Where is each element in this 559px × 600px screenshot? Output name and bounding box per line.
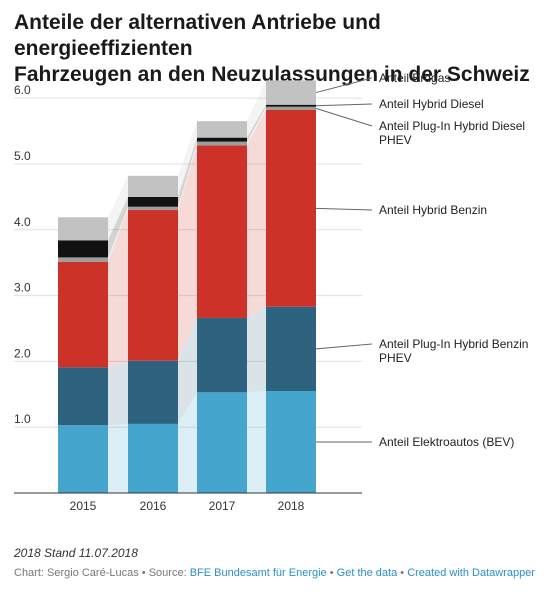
connector-2016-2017-series-3: [178, 141, 197, 211]
bar-2016-series-5: [128, 175, 178, 197]
legend-label-5-line-0: Anteil Erdgas: [379, 71, 450, 85]
bar-2016-series-2: [128, 210, 178, 361]
bar-2018-series-1: [266, 306, 316, 391]
legend-label-0-line-0: Anteil Elektroautos (BEV): [379, 435, 514, 449]
legend-label-1: Anteil Plug-In Hybrid Benzin PHEV: [379, 337, 528, 365]
source-prefix: Source:: [148, 567, 187, 579]
bar-2017-series-4: [197, 137, 247, 142]
legend-leader-3: [315, 107, 373, 127]
bar-2017-series-3: [197, 141, 247, 146]
bar-2018-series-2: [266, 110, 316, 307]
connector-2017-2018-series-0: [247, 391, 266, 493]
legend-label-3: Anteil Plug-In Hybrid Diesel PHEV: [379, 119, 525, 147]
connector-2016-2017-series-5: [178, 121, 197, 197]
bar-2016-series-0: [128, 423, 178, 493]
legend-label-4: Anteil Hybrid Diesel: [379, 97, 484, 111]
bar-2016-series-3: [128, 206, 178, 211]
connector-2017-2018-series-5: [247, 80, 266, 138]
bar-2015-series-0: [58, 425, 108, 493]
legend-label-5: Anteil Erdgas: [379, 71, 450, 85]
y-tick-label-2.0: 2.0: [14, 346, 31, 360]
footer-separator-1: •: [141, 567, 146, 579]
x-tick-label-2015: 2015: [70, 499, 97, 513]
bar-2015-series-4: [58, 240, 108, 258]
bar-2015-series-5: [58, 217, 108, 241]
legend-label-3-line-1: PHEV: [379, 133, 412, 147]
legend-leader-5: [315, 77, 373, 94]
connector-2017-2018-series-3: [247, 106, 266, 146]
bar-2017-series-5: [197, 121, 247, 138]
connector-2016-2017-series-4: [178, 137, 197, 207]
y-tick-labels: 1.0 2.0 3.0 4.0 5.0 6.0: [14, 83, 31, 426]
y-tick-label-1.0: 1.0: [14, 412, 31, 426]
x-tick-label-2016: 2016: [140, 499, 167, 513]
connector-2017-2018-series-1: [247, 306, 266, 393]
chart-title: Anteile der alternativen Antriebe und en…: [14, 10, 549, 88]
chart-title-line-2: Fahrzeugen an den Neuzulassungen in der …: [14, 63, 530, 86]
credit-text: Chart: Sergio Caré-Lucas: [14, 567, 139, 579]
source-link[interactable]: BFE Bundesamt für Energie: [189, 567, 327, 579]
bar-2015-series-1: [58, 367, 108, 426]
legend-label-2-line-0: Anteil Hybrid Benzin: [379, 203, 487, 217]
connector-2015-2016-series-3: [108, 206, 128, 263]
bar-2018-series-5: [266, 80, 316, 105]
bar-2015-series-2: [58, 262, 108, 368]
stacked-bar-chart: 1.0 2.0 3.0 4.0 5.0 6.0 2015 2016 2017 2018 Ante…: [14, 71, 528, 513]
legend-label-3-line-0: Anteil Plug-In Hybrid Diesel: [379, 119, 525, 133]
bar-2018-series-3: [266, 106, 316, 111]
connector-2016-2017-series-2: [178, 145, 197, 361]
legend-label-1-line-0: Anteil Plug-In Hybrid Benzin: [379, 337, 528, 351]
get-data-link[interactable]: Get the data: [336, 567, 398, 579]
legend-label-0: Anteil Elektroautos (BEV): [379, 435, 514, 449]
legend-leader-1: [315, 343, 373, 350]
connector-2015-2016-series-4: [108, 196, 128, 258]
connector-2015-2016-series-2: [108, 210, 128, 368]
chart-note: 2018 Stand 11.07.2018: [14, 546, 138, 560]
legend: Anteil Elektroautos (BEV) Anteil Plug-In …: [315, 71, 528, 449]
footer-separator-2: •: [329, 567, 334, 579]
legend-label-4-line-0: Anteil Hybrid Diesel: [379, 97, 484, 111]
connector-2015-2016-series-1: [108, 360, 128, 426]
x-tick-labels: 2015 2016 2017 2018: [70, 499, 305, 513]
bar-connectors: [108, 80, 266, 493]
legend-leader-2: [315, 207, 373, 211]
legend-leader-4: [315, 103, 373, 107]
bar-2018-series-0: [266, 391, 316, 493]
legend-label-1-line-1: PHEV: [379, 351, 412, 365]
bar-2017-series-0: [197, 392, 247, 493]
y-tick-label-4.0: 4.0: [14, 215, 31, 229]
connector-2016-2017-series-0: [178, 392, 197, 493]
bar-2016-series-1: [128, 360, 178, 424]
datawrapper-link[interactable]: Created with Datawrapper: [407, 567, 535, 579]
bars: [58, 80, 316, 493]
y-tick-label-6.0: 6.0: [14, 83, 31, 97]
y-tick-label-3.0: 3.0: [14, 281, 31, 295]
connector-2015-2016-series-5: [108, 175, 128, 241]
chart-title-line-1: Anteile der alternativen Antriebe und en…: [14, 11, 381, 60]
bar-2017-series-2: [197, 145, 247, 318]
connector-2017-2018-series-4: [247, 104, 266, 142]
chart-footer: Chart: Sergio Caré-Lucas • Source: BFE B…: [14, 567, 535, 579]
bar-2015-series-3: [58, 257, 108, 263]
connector-2016-2017-series-1: [178, 317, 197, 424]
bar-2018-series-4: [266, 104, 316, 107]
x-tick-label-2017: 2017: [209, 499, 236, 513]
bar-2016-series-4: [128, 196, 178, 207]
connector-2017-2018-series-2: [247, 110, 266, 318]
x-tick-label-2018: 2018: [278, 499, 305, 513]
legend-label-2: Anteil Hybrid Benzin: [379, 203, 487, 217]
bar-2017-series-1: [197, 317, 247, 393]
footer-separator-3: •: [400, 567, 405, 579]
y-tick-label-5.0: 5.0: [14, 149, 31, 163]
connector-2015-2016-series-0: [108, 423, 128, 493]
